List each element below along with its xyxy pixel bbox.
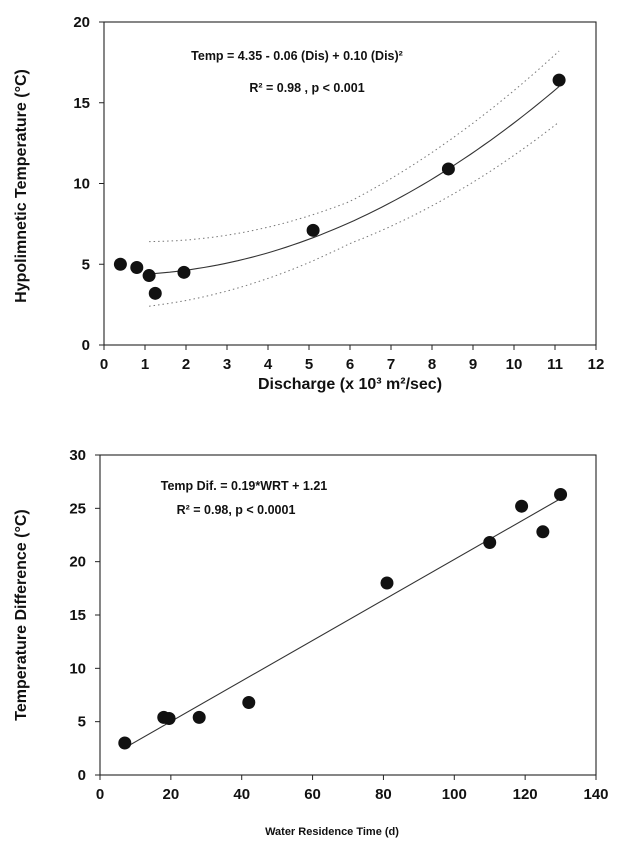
chart2-fit-line xyxy=(124,498,561,749)
chart2-data-point xyxy=(380,576,394,590)
chart2-data-point xyxy=(515,499,529,513)
chart1-x-tick-label: 2 xyxy=(182,356,190,373)
chart2-data-point xyxy=(483,535,497,549)
chart1-data-point xyxy=(552,73,566,87)
chart1-x-tick-label: 4 xyxy=(264,356,273,373)
chart2-y-tick-label: 15 xyxy=(69,607,86,624)
chart1-lower-band xyxy=(149,121,560,307)
chart2-x-axis-title: Water Residence Time (d) xyxy=(265,826,399,838)
chart2-x-axis-ticks: 0 20 40 60 80 100 120 140 xyxy=(96,775,609,803)
chart1-data-point xyxy=(148,286,162,300)
chart1-data-point xyxy=(306,223,320,237)
chart2-x-tick-label: 0 xyxy=(96,786,104,803)
chart1-fit-curve xyxy=(149,86,560,275)
chart2-points xyxy=(118,487,568,750)
chart1-x-tick-label: 11 xyxy=(547,356,563,373)
chart2-data-point xyxy=(162,711,176,725)
chart2-data-point xyxy=(192,710,206,724)
chart2-x-tick-label: 20 xyxy=(163,786,180,803)
chart1-y-tick-label: 15 xyxy=(73,95,90,112)
chart1-frame xyxy=(103,21,597,346)
chart2-y-tick-label: 5 xyxy=(78,714,86,731)
chart1-data-point xyxy=(130,260,144,274)
chart2-data-point xyxy=(242,695,256,709)
chart1-y-axis-ticks: 0 5 10 15 20 xyxy=(73,14,104,354)
chart2-data-point xyxy=(554,487,568,501)
chart2-x-tick-label: 120 xyxy=(513,786,538,803)
chart1-points xyxy=(113,73,566,300)
chart1-x-tick-label: 1 xyxy=(141,356,149,373)
chart1-y-tick-label: 20 xyxy=(73,14,90,31)
chart1-y-tick-label: 10 xyxy=(73,176,90,193)
chart1-x-tick-label: 7 xyxy=(387,356,395,373)
chart2-y-tick-label: 0 xyxy=(78,767,86,784)
chart2-x-tick-label: 80 xyxy=(375,786,392,803)
chart2-data-point xyxy=(118,736,132,750)
chart1-upper-band xyxy=(149,50,560,243)
chart2-y-tick-label: 25 xyxy=(69,500,86,517)
chart2-y-tick-label: 30 xyxy=(69,447,86,464)
chart2-x-tick-label: 100 xyxy=(442,786,467,803)
chart1-r2: R² = 0.98 , p < 0.001 xyxy=(249,81,364,95)
chart1-x-tick-label: 6 xyxy=(346,356,354,373)
chart2-r2: R² = 0.98, p < 0.0001 xyxy=(177,503,296,517)
chart1-x-tick-label: 3 xyxy=(223,356,231,373)
chart1-confidence-band xyxy=(149,50,560,307)
chart1-x-axis-ticks: 0 1 2 3 4 5 6 7 8 9 10 11 12 xyxy=(100,345,605,373)
chart1-data-point xyxy=(441,162,455,176)
chart1-data-point xyxy=(177,265,191,279)
chart1-x-axis-title: Discharge (x 10³ m²/sec) xyxy=(258,376,442,393)
chart2-x-tick-label: 60 xyxy=(304,786,321,803)
chart1-y-axis-title: Hypolimnetic Temperature (°C) xyxy=(13,69,30,303)
chart1-y-tick-label: 5 xyxy=(82,256,90,273)
chart2-y-tick-label: 10 xyxy=(69,660,86,677)
chart1-y-tick-label: 0 xyxy=(82,337,90,354)
chart2-x-tick-label: 40 xyxy=(233,786,250,803)
chart1-equation: Temp = 4.35 - 0.06 (Dis) + 0.10 (Dis)² xyxy=(191,49,403,63)
chart2-x-tick-label: 140 xyxy=(583,786,608,803)
chart1-x-tick-label: 9 xyxy=(469,356,477,373)
chart1-x-tick-label: 5 xyxy=(305,356,313,373)
chart1-data-point xyxy=(142,269,156,283)
chart1-data-point xyxy=(113,257,127,271)
chart2-y-tick-label: 20 xyxy=(69,554,86,571)
chart-residence-time: 0 20 40 60 80 100 120 140 0 5 10 15 20 25 30 Temp Dif… xyxy=(13,447,609,838)
chart2-y-axis-title: Temperature Difference (°C) xyxy=(13,509,30,720)
chart1-x-tick-label: 8 xyxy=(428,356,436,373)
chart2-equation: Temp Dif. = 0.19*WRT + 1.21 xyxy=(161,479,328,493)
chart1-x-tick-label: 12 xyxy=(588,356,605,373)
chart1-x-tick-label: 0 xyxy=(100,356,108,373)
chart2-data-point xyxy=(536,525,550,539)
chart2-y-axis-ticks: 0 5 10 15 20 25 30 xyxy=(69,447,100,784)
chart1-x-tick-label: 10 xyxy=(506,356,523,373)
